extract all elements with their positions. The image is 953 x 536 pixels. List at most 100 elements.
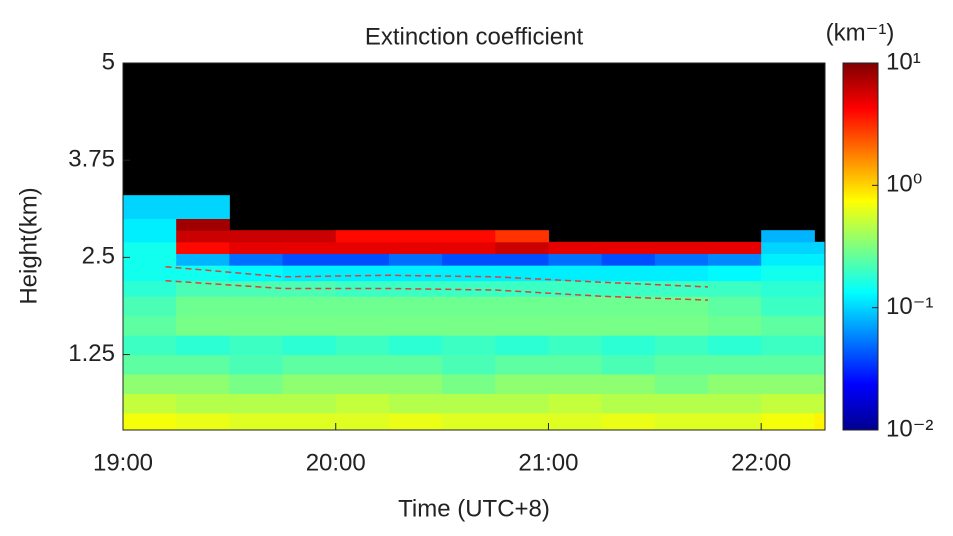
heatmap-cell — [176, 195, 230, 220]
colorbar — [842, 62, 879, 431]
heatmap-cell — [335, 374, 390, 394]
heatmap-cell — [495, 412, 549, 431]
heatmap-cell — [654, 374, 709, 394]
heatmap-cell — [654, 253, 709, 266]
heatmap-cell — [601, 296, 656, 317]
heatmap-cell — [708, 241, 762, 254]
heatmap-cell — [601, 412, 656, 431]
heatmap-cell — [548, 315, 603, 336]
heatmap-cell — [388, 412, 443, 431]
heatmap-cell — [548, 296, 603, 317]
heatmap-cell — [388, 296, 443, 317]
heatmap-cell — [761, 374, 815, 394]
heatmap-cell — [548, 393, 603, 414]
heatmap-cell — [176, 412, 230, 431]
heatmap-cell — [601, 253, 656, 266]
heatmap-cell — [335, 230, 390, 243]
heatmap-cell — [229, 393, 284, 414]
heatmap-cell — [654, 315, 709, 336]
plot-frame — [122, 62, 826, 431]
heatmap-cell — [335, 253, 390, 266]
heatmap-cell — [761, 241, 815, 254]
heatmap-cell — [814, 296, 826, 317]
heatmap-cell — [123, 315, 177, 336]
heatmap-cell — [442, 230, 496, 243]
heatmap-cell — [229, 315, 284, 336]
heatmap-cell — [814, 374, 826, 394]
x-tick-label: 21:00 — [518, 449, 578, 476]
y-tick-label: 1.25 — [68, 340, 115, 367]
heatmap-cell — [282, 315, 337, 336]
heatmap-cell — [388, 354, 443, 375]
heatmap-cell — [761, 354, 815, 375]
heatmap-cell — [442, 354, 496, 375]
heatmap-cell — [708, 354, 762, 375]
heatmap-cell — [388, 230, 443, 243]
heatmap-cell — [654, 265, 709, 282]
heatmap-cell — [388, 315, 443, 336]
heatmap-cell — [654, 412, 709, 431]
heatmap-cell — [708, 296, 762, 317]
heatmap-cell — [761, 335, 815, 356]
heatmap-cell — [176, 393, 230, 414]
heatmap-cell — [229, 412, 284, 431]
heatmap-cell — [814, 412, 826, 431]
heatmap-cell — [123, 241, 177, 254]
heatmap-cell — [761, 296, 815, 317]
colorbar-tick-label: 10⁻² — [886, 415, 933, 442]
heatmap-cell — [601, 335, 656, 356]
heatmap-cell — [282, 335, 337, 356]
heatmap-cell — [335, 296, 390, 317]
heatmap-cell — [388, 253, 443, 266]
heatmap-cell — [708, 374, 762, 394]
heatmap-cell — [495, 280, 549, 297]
heatmap-cell — [335, 393, 390, 414]
heatmap-cell — [654, 280, 709, 297]
heatmap-cell — [442, 265, 496, 282]
heatmap-cell — [335, 265, 390, 282]
heatmap-cell — [761, 412, 815, 431]
heatmap-cell — [123, 280, 177, 297]
heatmap-cell — [282, 241, 337, 254]
chart-title: Extinction coefficient — [365, 23, 584, 50]
heatmap-cell — [176, 241, 230, 254]
colorbar-tick-label: 10⁰ — [886, 171, 922, 198]
heatmap-cell — [495, 393, 549, 414]
heatmap-cell — [708, 280, 762, 297]
x-tick-label: 22:00 — [731, 449, 791, 476]
y-tick-label: 2.5 — [82, 243, 115, 270]
heatmap-cell — [495, 354, 549, 375]
heatmap-cell — [761, 230, 815, 243]
colorbar-label: (km⁻¹) — [826, 19, 895, 46]
heatmap-cell — [282, 296, 337, 317]
y-tick-label: 3.75 — [68, 146, 115, 173]
heatmap-cell — [176, 265, 230, 282]
heatmap-cell — [229, 296, 284, 317]
heatmap-cell — [442, 412, 496, 431]
heatmap-cell — [548, 412, 603, 431]
heatmap-cell — [229, 280, 284, 297]
heatmap-cell — [601, 315, 656, 336]
heatmap-cell — [335, 412, 390, 431]
heatmap-cell — [442, 280, 496, 297]
heatmap-cell — [229, 230, 284, 243]
heatmap-cell — [761, 265, 815, 282]
heatmap-cell — [548, 265, 603, 282]
heatmap-cell — [814, 280, 826, 297]
y-tick-label: 5 — [102, 48, 115, 75]
heatmap-cell — [495, 335, 549, 356]
boundary-line — [165, 279, 709, 301]
x-tick-label: 20:00 — [306, 449, 366, 476]
heatmap-cell — [601, 374, 656, 394]
heatmap-cell — [229, 253, 284, 266]
heatmap-cell — [761, 280, 815, 297]
heatmap-cell — [761, 253, 815, 266]
heatmap-cell — [548, 335, 603, 356]
heatmap-cell — [654, 393, 709, 414]
heatmap-cell — [442, 253, 496, 266]
heatmap-cell — [123, 218, 177, 231]
heatmap-cell — [176, 354, 230, 375]
heatmap-cell — [708, 335, 762, 356]
heatmap-cell — [335, 241, 390, 254]
heatmap-cell — [548, 354, 603, 375]
